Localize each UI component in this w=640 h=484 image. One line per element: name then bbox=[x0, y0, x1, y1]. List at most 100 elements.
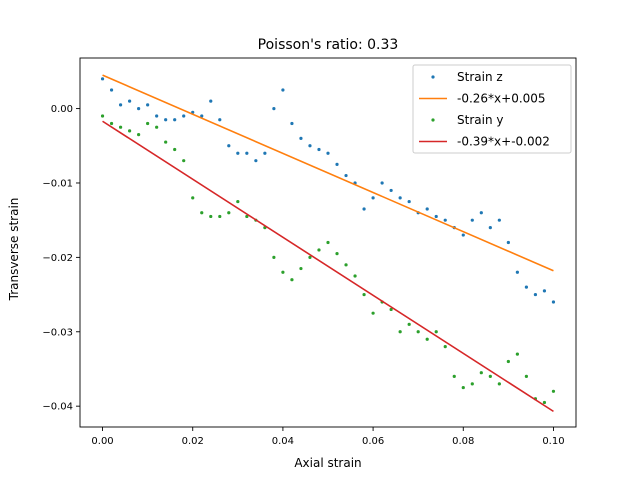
scatter-point bbox=[398, 196, 402, 200]
scatter-point bbox=[290, 121, 294, 126]
scatter-point bbox=[254, 159, 258, 163]
scatter-point bbox=[191, 196, 195, 200]
scatter-point bbox=[137, 106, 141, 111]
scatter-point bbox=[344, 263, 348, 267]
scatter-point bbox=[164, 140, 168, 144]
scatter-point bbox=[443, 345, 447, 349]
x-axis-label: Axial strain bbox=[294, 456, 361, 470]
x-tick-label: 0.10 bbox=[542, 436, 564, 447]
chart-marks bbox=[100, 74, 556, 413]
scatter-point bbox=[488, 226, 492, 230]
scatter-point bbox=[434, 214, 438, 219]
scatter-point bbox=[533, 292, 538, 297]
scatter-point bbox=[308, 144, 312, 148]
scatter-point bbox=[182, 114, 186, 118]
x-tick-label: 0.04 bbox=[272, 436, 294, 447]
scatter-point bbox=[479, 211, 483, 215]
scatter-point bbox=[281, 88, 285, 92]
scatter-point bbox=[109, 121, 114, 126]
scatter-point bbox=[344, 173, 348, 178]
scatter-point bbox=[407, 322, 411, 326]
scatter-point bbox=[245, 214, 249, 219]
scatter-point bbox=[452, 374, 456, 379]
scatter-point bbox=[200, 211, 204, 215]
y-tick-label: −0.02 bbox=[42, 253, 73, 264]
legend-label: Strain z bbox=[457, 70, 503, 84]
scatter-point bbox=[146, 121, 150, 126]
scatter-point bbox=[524, 374, 529, 379]
scatter-point bbox=[236, 199, 240, 204]
scatter-point bbox=[326, 151, 330, 155]
scatter-point bbox=[371, 311, 375, 315]
plot-frame bbox=[79, 57, 577, 428]
scatter-point bbox=[488, 374, 492, 379]
scatter-point bbox=[461, 385, 465, 390]
scatter-point bbox=[109, 88, 114, 92]
scatter-point bbox=[209, 99, 213, 103]
legend-box bbox=[412, 64, 572, 154]
scatter-point bbox=[173, 118, 177, 122]
scatter-point bbox=[470, 382, 474, 386]
scatter-point bbox=[299, 136, 303, 140]
scatter-point bbox=[245, 151, 249, 155]
scatter-point bbox=[335, 162, 339, 166]
chart-title: Poisson's ratio: 0.33 bbox=[258, 37, 399, 53]
scatter-point bbox=[353, 274, 357, 278]
legend-marker bbox=[431, 118, 435, 122]
scatter-point bbox=[218, 214, 222, 219]
scatter-point bbox=[155, 125, 159, 129]
scatter-point bbox=[281, 270, 285, 274]
scatter-point bbox=[128, 129, 132, 133]
scatter-point bbox=[551, 389, 556, 393]
scatter-point bbox=[515, 270, 519, 274]
y-tick-label: −0.01 bbox=[42, 178, 73, 189]
scatter-point bbox=[137, 133, 141, 137]
scatter-point bbox=[506, 240, 510, 245]
scatter-point bbox=[173, 147, 177, 152]
scatter-point bbox=[218, 118, 222, 122]
scatter-point bbox=[461, 233, 465, 237]
scatter-point bbox=[506, 359, 510, 364]
legend-label: -0.26*x+0.005 bbox=[457, 92, 546, 106]
scatter-point bbox=[515, 352, 519, 356]
scatter-point bbox=[200, 114, 204, 118]
scatter-point bbox=[425, 337, 429, 341]
scatter-point bbox=[542, 400, 547, 405]
y-tick-label: 0.00 bbox=[51, 104, 73, 115]
scatter-point bbox=[371, 196, 375, 200]
scatter-point bbox=[497, 382, 501, 386]
scatter-point bbox=[380, 181, 384, 185]
y-axis-label: Transverse strain bbox=[7, 198, 21, 302]
scatter-point bbox=[326, 240, 330, 245]
x-tick-label: 0.06 bbox=[362, 436, 384, 447]
scatter-point bbox=[227, 211, 231, 215]
scatter-point bbox=[209, 214, 213, 219]
scatter-point bbox=[479, 371, 483, 375]
legend-marker bbox=[431, 75, 435, 79]
scatter-point bbox=[362, 207, 366, 211]
scatter-point bbox=[443, 218, 447, 222]
fit-line bbox=[102, 120, 554, 413]
x-tick-label: 0.02 bbox=[182, 436, 204, 447]
scatter-point bbox=[389, 188, 393, 193]
scatter-point bbox=[398, 330, 402, 334]
chart-legend: Strain z -0.26*x+0.005 Strain y -0.39*x+-0.… bbox=[412, 64, 572, 154]
x-tick-label: 0.00 bbox=[91, 436, 113, 447]
scatter-point bbox=[290, 278, 294, 282]
scatter-point bbox=[497, 218, 501, 222]
scatter-point bbox=[182, 159, 186, 163]
scatter-point bbox=[100, 77, 105, 81]
scatter-point bbox=[164, 118, 168, 122]
scatter-point bbox=[362, 292, 366, 297]
scatter-point bbox=[128, 99, 132, 103]
legend-label: Strain y bbox=[457, 113, 503, 127]
scatter-point bbox=[389, 307, 393, 312]
scatter-point bbox=[227, 144, 231, 148]
y-tick-label: −0.04 bbox=[42, 402, 73, 413]
y-tick-label: −0.03 bbox=[42, 327, 73, 338]
scatter-point bbox=[317, 147, 321, 152]
scatter-point bbox=[272, 255, 276, 259]
scatter-point bbox=[407, 199, 411, 204]
